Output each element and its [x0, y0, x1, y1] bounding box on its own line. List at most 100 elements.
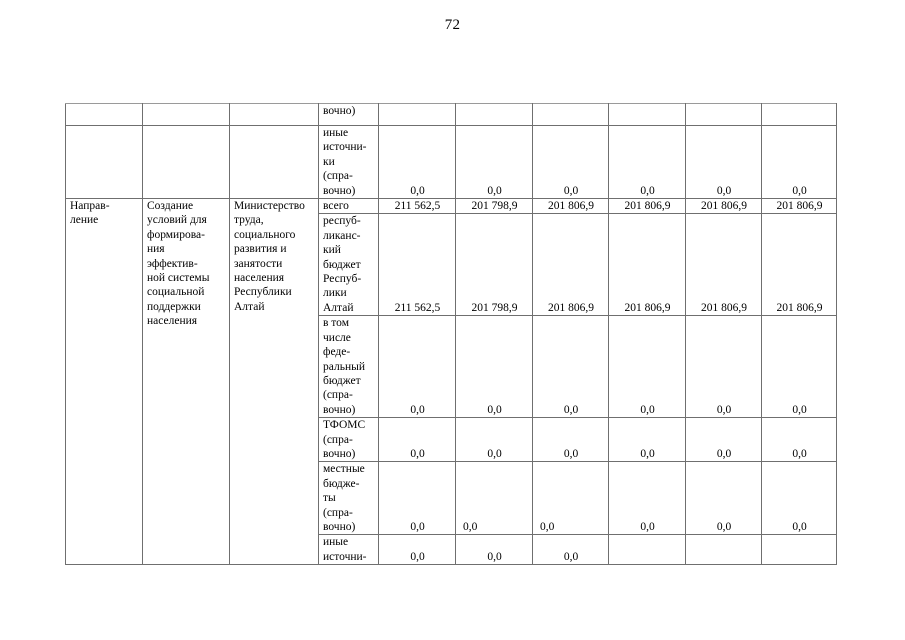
cell-source-label: в том числе феде- ральный бюджет (спра- …	[318, 315, 379, 419]
table-row: Направ- ление Создание условий для форми…	[65, 198, 837, 566]
cell-direction-name: Направ- ление	[65, 198, 143, 566]
source-line: числе	[323, 331, 351, 344]
source-line: ки	[323, 155, 335, 168]
cell-description	[142, 124, 230, 200]
cell-value: 0,0	[608, 315, 686, 419]
organization-line: труда,	[234, 214, 264, 227]
cell-organization-continued	[229, 103, 319, 126]
cell-value	[455, 103, 533, 126]
source-line: иные	[323, 536, 349, 549]
cell-source-label: иные источни- ки (спра- вочно)	[318, 124, 379, 200]
description-line: населения	[147, 315, 198, 328]
cell-description-continued	[142, 103, 230, 126]
source-line: ликанс-	[323, 229, 361, 242]
cell-value: 201 806,9	[532, 213, 609, 317]
cell-value: 0,0	[455, 417, 533, 463]
cell-responsible-organization: Министерство труда, социального развития…	[229, 198, 319, 566]
cell-value: 0,0	[378, 315, 456, 419]
source-line: респуб-	[323, 215, 361, 228]
source-line: бюджет	[323, 258, 361, 271]
cell-direction-description: Создание условий для формирова- ния эффе…	[142, 198, 230, 566]
table-row: вочно)	[65, 103, 837, 126]
source-line: кий	[323, 244, 341, 257]
cell-value	[378, 103, 456, 126]
organization-line: развития и	[234, 243, 287, 256]
cell-organization	[229, 124, 319, 200]
direction-line: Направ-	[70, 200, 110, 213]
cell-value: 0,0	[455, 461, 533, 536]
cell-value: 0,0	[378, 417, 456, 463]
cell-value: 0,0	[761, 315, 837, 419]
source-line: источни-	[323, 550, 367, 563]
organization-line: занятости	[234, 257, 283, 270]
cell-value: 0,0	[532, 417, 609, 463]
cell-value: 201 798,9	[455, 198, 533, 215]
source-line: бюджет	[323, 374, 361, 387]
cell-value: 201 806,9	[532, 198, 609, 215]
cell-name-continued	[65, 103, 143, 126]
cell-value: 0,0	[378, 461, 456, 536]
cell-value	[761, 534, 837, 566]
cell-value: 0,0	[685, 417, 762, 463]
source-line: вочно)	[323, 184, 356, 197]
cell-value: 0,0	[608, 417, 686, 463]
cell-value: 201 806,9	[685, 213, 762, 317]
cell-value: 201 806,9	[761, 213, 837, 317]
page-number: 72	[444, 17, 461, 33]
description-line: ной системы	[147, 272, 210, 285]
cell-value: 0,0	[761, 124, 837, 200]
cell-source-label: всего	[318, 198, 379, 215]
organization-line: Алтай	[234, 300, 265, 313]
cell-value	[685, 103, 762, 126]
cell-value: 0,0	[761, 461, 837, 536]
table-row: иные источни- ки (спра- вочно) 0,0 0,0 0…	[65, 124, 837, 200]
source-line: (спра-	[323, 433, 353, 446]
source-line: источни-	[323, 141, 367, 154]
cell-value: 0,0	[532, 534, 609, 566]
cell-source-label: местные бюдже- ты (спра- вочно)	[318, 461, 379, 536]
cell-source-label: ТФОМС (спра- вочно)	[318, 417, 379, 463]
cell-source-label: вочно)	[318, 103, 379, 126]
cell-value	[761, 103, 837, 126]
description-line: формирова-	[147, 228, 205, 241]
cell-value: 0,0	[455, 534, 533, 566]
table-row: в том числе феде- ральный бюджет (спра- …	[66, 315, 837, 419]
cell-value: 0,0	[455, 315, 533, 419]
cell-value: 0,0	[685, 315, 762, 419]
source-line: лики	[323, 287, 347, 300]
source-line: ты	[323, 492, 336, 505]
cell-value: 201 806,9	[608, 198, 686, 215]
source-line: (спра-	[323, 389, 353, 402]
cell-value	[608, 103, 686, 126]
source-line: ральный	[323, 360, 365, 373]
cell-name	[65, 124, 143, 200]
cell-value: 0,0	[608, 461, 686, 536]
organization-line: Республики	[234, 286, 292, 299]
source-line: Респуб-	[323, 273, 362, 286]
description-line: социальной	[147, 286, 205, 299]
source-line: феде-	[323, 346, 351, 359]
cell-value	[608, 534, 686, 566]
source-line: вочно)	[323, 520, 356, 533]
source-line: вочно)	[323, 447, 356, 460]
cell-value: 0,0	[685, 124, 762, 200]
source-line: вочно)	[323, 403, 356, 416]
cell-value: 0,0	[761, 417, 837, 463]
organization-line: Министерство	[234, 200, 305, 213]
cell-value: 0,0	[685, 461, 762, 536]
cell-value: 0,0	[378, 124, 456, 200]
cell-value: 201 806,9	[685, 198, 762, 215]
cell-value: 201 798,9	[455, 213, 533, 317]
financial-table-wrapper: вочно) иные источни- ки	[65, 103, 837, 566]
cell-value: 201 806,9	[608, 213, 686, 317]
cell-value: 0,0	[608, 124, 686, 200]
description-line: ния	[147, 243, 165, 256]
source-line: бюдже-	[323, 477, 360, 490]
cell-value: 0,0	[378, 534, 456, 566]
source-line: (спра-	[323, 506, 353, 519]
cell-value: 0,0	[532, 124, 609, 200]
source-line: (спра-	[323, 170, 353, 183]
cell-source-label: иные источни-	[318, 534, 379, 566]
cell-value	[532, 103, 609, 126]
